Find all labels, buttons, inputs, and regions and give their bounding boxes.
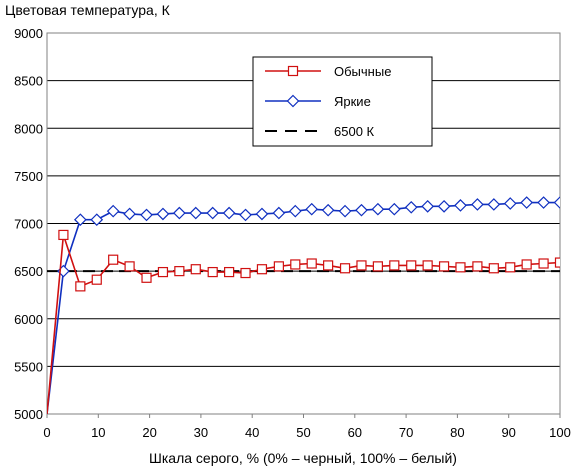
y-tick-label: 5000	[14, 407, 43, 422]
data-point	[437, 200, 451, 213]
data-point	[256, 264, 268, 275]
x-tick-label: 50	[296, 425, 310, 440]
data-point	[323, 260, 334, 271]
data-point	[75, 281, 86, 292]
data-point	[471, 198, 484, 211]
legend-label: Обычные	[334, 64, 391, 79]
data-point	[389, 260, 400, 271]
data-point	[255, 207, 269, 221]
data-point	[206, 206, 220, 220]
y-tick-label: 5500	[14, 359, 43, 374]
series-1	[47, 196, 560, 414]
data-point	[422, 260, 433, 271]
data-point	[339, 263, 351, 274]
data-point	[505, 262, 516, 273]
data-point	[273, 261, 284, 272]
y-tick-label: 6500	[14, 264, 43, 279]
data-point	[404, 200, 418, 214]
data-point	[356, 260, 367, 271]
legend-label: 6500 К	[334, 124, 375, 139]
x-tick-label: 40	[245, 425, 259, 440]
y-tick-label: 8500	[14, 74, 43, 89]
data-point	[91, 274, 102, 285]
data-point	[537, 196, 550, 209]
data-point	[553, 196, 560, 209]
data-point	[173, 206, 186, 220]
data-point	[538, 258, 549, 269]
data-point	[454, 199, 467, 212]
data-point	[372, 261, 383, 272]
x-tick-label: 80	[450, 425, 464, 440]
data-point	[156, 207, 170, 221]
data-point	[141, 272, 152, 283]
legend: Обычные Яркие 6500 К	[252, 56, 433, 147]
y-tick-label: 6000	[14, 312, 43, 327]
x-tick-label: 90	[501, 425, 515, 440]
x-axis-ticks: 0 10 20 30 40 50 60 70 80 90 100	[43, 414, 571, 440]
legend-label: Яркие	[334, 94, 371, 109]
data-point	[306, 258, 317, 269]
data-point	[157, 266, 169, 278]
data-point	[140, 208, 153, 222]
data-point	[272, 206, 286, 220]
data-point	[321, 203, 335, 217]
chart-title: Цветовая температура, К	[5, 2, 171, 18]
data-point	[438, 261, 450, 272]
data-point	[455, 262, 466, 273]
data-point	[108, 254, 119, 265]
x-tick-label: 0	[43, 425, 50, 440]
x-tick-label: 20	[142, 425, 156, 440]
data-point	[288, 204, 302, 218]
data-point	[503, 197, 517, 210]
data-point	[123, 207, 136, 221]
y-tick-label: 8000	[14, 121, 43, 136]
x-tick-label: 30	[194, 425, 208, 440]
data-point	[222, 206, 236, 220]
data-point	[406, 260, 417, 271]
data-point	[338, 204, 352, 218]
data-point	[487, 198, 501, 211]
series-line-0	[47, 234, 560, 414]
y-tick-label: 9000	[14, 26, 43, 41]
x-tick-label: 60	[348, 425, 362, 440]
data-point	[520, 196, 534, 209]
data-point	[90, 213, 104, 227]
data-point	[387, 202, 401, 216]
data-point	[371, 202, 385, 216]
legend-marker-1	[286, 94, 300, 108]
data-point	[224, 266, 235, 278]
x-tick-label: 100	[549, 425, 571, 440]
data-point	[355, 203, 368, 217]
data-point	[189, 206, 203, 220]
data-point	[106, 204, 120, 218]
data-point	[521, 259, 532, 270]
x-axis-label: Шкала серого, % (0% – черный, 100% – бел…	[149, 450, 457, 466]
data-point	[207, 266, 218, 278]
legend-marker-0	[287, 65, 299, 77]
data-point	[190, 264, 201, 275]
data-point	[73, 213, 87, 227]
data-point	[290, 259, 301, 270]
series-line-1	[47, 201, 560, 414]
series-0	[47, 229, 560, 414]
data-point	[58, 229, 69, 241]
data-point	[124, 261, 135, 272]
y-tick-label: 7500	[14, 169, 43, 184]
data-point	[305, 202, 319, 216]
y-axis-ticks: 5000 5500 6000 6500 7000 7500 8000 8500 9000	[14, 26, 43, 422]
data-point	[472, 261, 483, 272]
data-point	[240, 267, 251, 279]
x-tick-label: 70	[399, 425, 413, 440]
data-point	[421, 200, 434, 213]
data-point	[239, 208, 252, 222]
data-point	[174, 266, 185, 277]
series-layer	[47, 196, 560, 414]
y-tick-label: 7000	[14, 217, 43, 232]
data-point	[554, 257, 560, 268]
x-tick-label: 10	[91, 425, 105, 440]
data-point	[488, 263, 499, 274]
